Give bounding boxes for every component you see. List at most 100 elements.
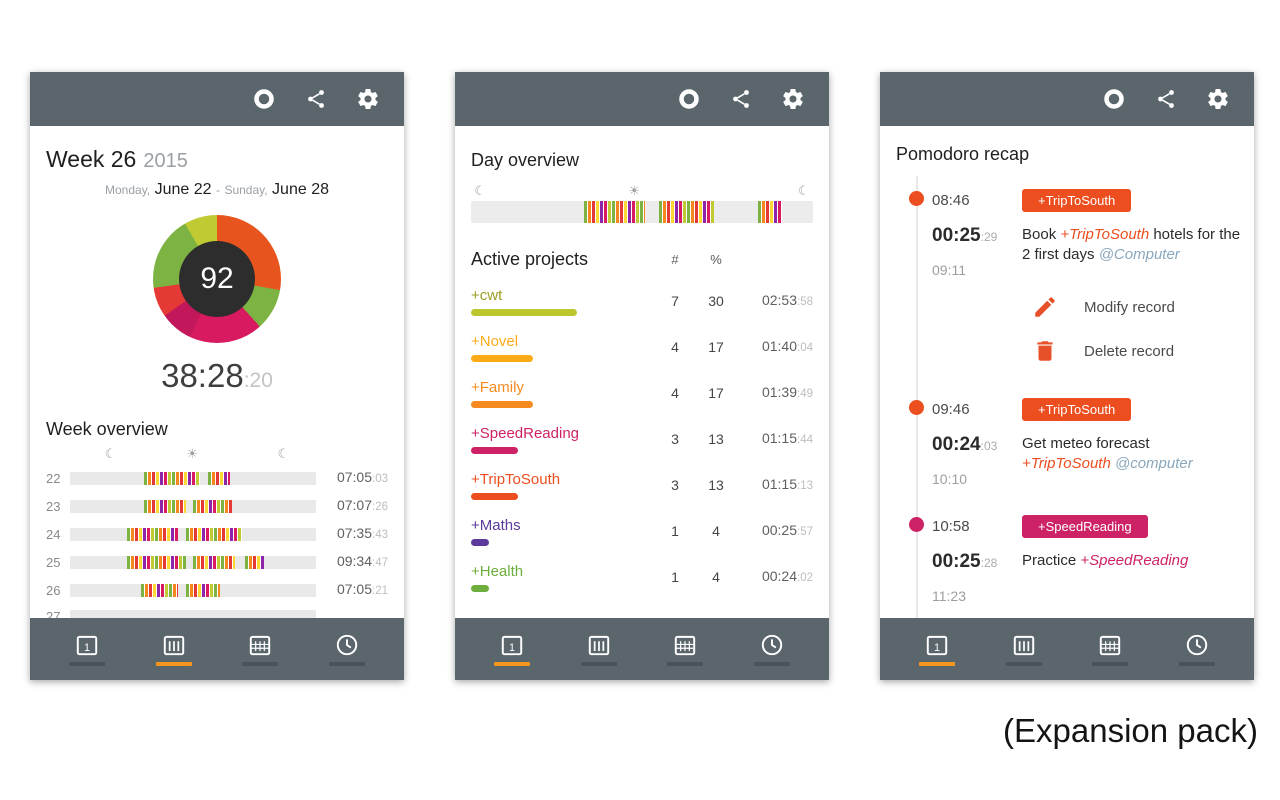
count-column-header: #	[671, 252, 679, 267]
project-time: 01:39:49	[761, 384, 813, 400]
nav-tab-month[interactable]	[242, 632, 279, 666]
pomodoro-entry[interactable]: 09:46 +TripToSouth 00:24:03 10:10 Get me…	[909, 398, 1242, 487]
project-bar	[471, 538, 489, 546]
nav-tab-week[interactable]	[580, 632, 617, 666]
record-icon[interactable]	[677, 87, 701, 111]
project-count: 7	[671, 293, 679, 309]
week-day-row[interactable]: 24 07:35:43	[30, 520, 404, 548]
pomodoro-entry[interactable]: 10:58 +SpeedReading 00:25:28 11:23 Pract…	[909, 515, 1242, 604]
day-activity-bar	[70, 471, 316, 485]
nav-tab-month[interactable]	[1092, 632, 1129, 666]
nav-tab-history[interactable]	[753, 632, 790, 666]
range-separator: -	[215, 183, 220, 197]
share-icon[interactable]	[304, 87, 328, 111]
week-day-row[interactable]: 22 07:05:03	[30, 464, 404, 492]
week-day-row[interactable]: 23 07:07:26	[30, 492, 404, 520]
nav-tab-history[interactable]	[328, 632, 365, 666]
project-row[interactable]: +Novel 4 17 01:40:04	[455, 324, 829, 370]
project-row[interactable]: +Health 1 4 00:24:02	[455, 554, 829, 600]
project-badge[interactable]: +SpeedReading	[1022, 515, 1148, 538]
day-activity-bar	[70, 555, 316, 569]
moon-icon: ☾	[474, 183, 487, 198]
project-count: 4	[671, 339, 679, 355]
project-row[interactable]: +cwt 7 30 02:53:58	[455, 278, 829, 324]
entry-times: 00:24:03 10:10	[932, 434, 1022, 487]
entry-start-time: 08:46	[932, 192, 970, 209]
entry-actions: Modify record Delete record	[1032, 294, 1242, 364]
modify-record-button[interactable]: Modify record	[1032, 294, 1242, 320]
project-row[interactable]: +TripToSouth 3 13 01:15:13	[455, 462, 829, 508]
project-bar	[471, 492, 518, 500]
project-name: +cwt	[471, 286, 503, 304]
project-percent: 30	[708, 293, 724, 309]
bottom-navigation	[880, 618, 1254, 680]
day-number: 24	[46, 526, 61, 542]
week-total-time: 38:28:20	[161, 357, 273, 394]
nav-tab-week[interactable]	[155, 632, 192, 666]
entry-start-time: 10:58	[932, 518, 970, 535]
pomodoro-entry[interactable]: 08:46 +TripToSouth 00:25:29 09:11 Book +…	[909, 189, 1242, 382]
share-icon[interactable]	[1154, 87, 1178, 111]
delete-record-button[interactable]: Delete record	[1032, 338, 1242, 364]
week-calendar-icon	[586, 632, 612, 658]
nav-tab-month[interactable]	[667, 632, 704, 666]
bottom-navigation	[455, 618, 829, 680]
nav-tab-day[interactable]	[919, 632, 956, 666]
project-count: 3	[671, 477, 679, 493]
project-time: 02:53:58	[761, 292, 813, 308]
nav-tab-day[interactable]	[69, 632, 106, 666]
settings-icon[interactable]	[781, 87, 805, 111]
project-row[interactable]: +SpeedReading 3 13 01:15:44	[455, 416, 829, 462]
bottom-navigation	[30, 618, 404, 680]
project-time: 01:15:13	[761, 476, 813, 492]
day-activity-bar	[70, 583, 316, 597]
project-badge[interactable]: +TripToSouth	[1022, 398, 1132, 421]
project-percent: 17	[708, 339, 724, 355]
sun-icon: ☀	[628, 183, 640, 198]
date-range: Monday, June 22 - Sunday, June 28	[30, 181, 404, 199]
nav-tab-day[interactable]	[494, 632, 531, 666]
settings-icon[interactable]	[356, 87, 380, 111]
entry-duration: 00:25	[932, 551, 981, 572]
day-number: 26	[46, 582, 61, 598]
expansion-pack-caption: (Expansion pack)	[1003, 712, 1258, 749]
day-total-time: 09:34:47	[336, 553, 388, 569]
nav-tab-history[interactable]	[1178, 632, 1215, 666]
day-number: 23	[46, 498, 61, 514]
month-calendar-icon	[672, 632, 698, 658]
percent-column-header: %	[710, 252, 722, 267]
settings-icon[interactable]	[1206, 87, 1230, 111]
project-row[interactable]: +Maths 1 4 00:25:57	[455, 508, 829, 554]
history-clock-icon	[334, 632, 360, 658]
page-title: Week 26 2015	[46, 146, 388, 173]
week-screen: Week 26 2015 Monday, June 22 - Sunday, Ju…	[30, 72, 404, 680]
moon-icon: ☾	[104, 446, 117, 461]
project-time: 01:15:44	[761, 430, 813, 446]
project-bar	[471, 308, 577, 316]
project-name-cell: +Health	[471, 563, 657, 592]
week-calendar-icon	[1011, 632, 1037, 658]
entry-dot	[909, 517, 924, 532]
nav-tab-week[interactable]	[1005, 632, 1042, 666]
day-total-time: 07:05:21	[336, 581, 388, 597]
page-title: Pomodoro recap	[896, 144, 1030, 164]
share-icon[interactable]	[729, 87, 753, 111]
week-day-row[interactable]: 27	[30, 604, 404, 618]
trash-icon	[1032, 338, 1058, 364]
active-projects-heading: Active projects	[471, 249, 589, 269]
project-badge[interactable]: +TripToSouth	[1022, 189, 1132, 212]
week-day-row[interactable]: 26 07:05:21	[30, 576, 404, 604]
day-calendar-icon	[499, 632, 525, 658]
week-day-row[interactable]: 25 09:34:47	[30, 548, 404, 576]
moon-icon: ☾	[277, 446, 290, 461]
project-row[interactable]: +Family 4 17 01:39:49	[455, 370, 829, 416]
day-calendar-icon	[924, 632, 950, 658]
record-icon[interactable]	[1102, 87, 1126, 111]
entry-end-time: 09:11	[932, 262, 966, 278]
project-count: 1	[671, 523, 679, 539]
record-icon[interactable]	[252, 87, 276, 111]
week-overview-heading: Week overview	[46, 419, 168, 439]
entry-times: 00:25:28 11:23	[932, 551, 1022, 604]
active-projects-header: Active projects # %	[471, 249, 813, 270]
